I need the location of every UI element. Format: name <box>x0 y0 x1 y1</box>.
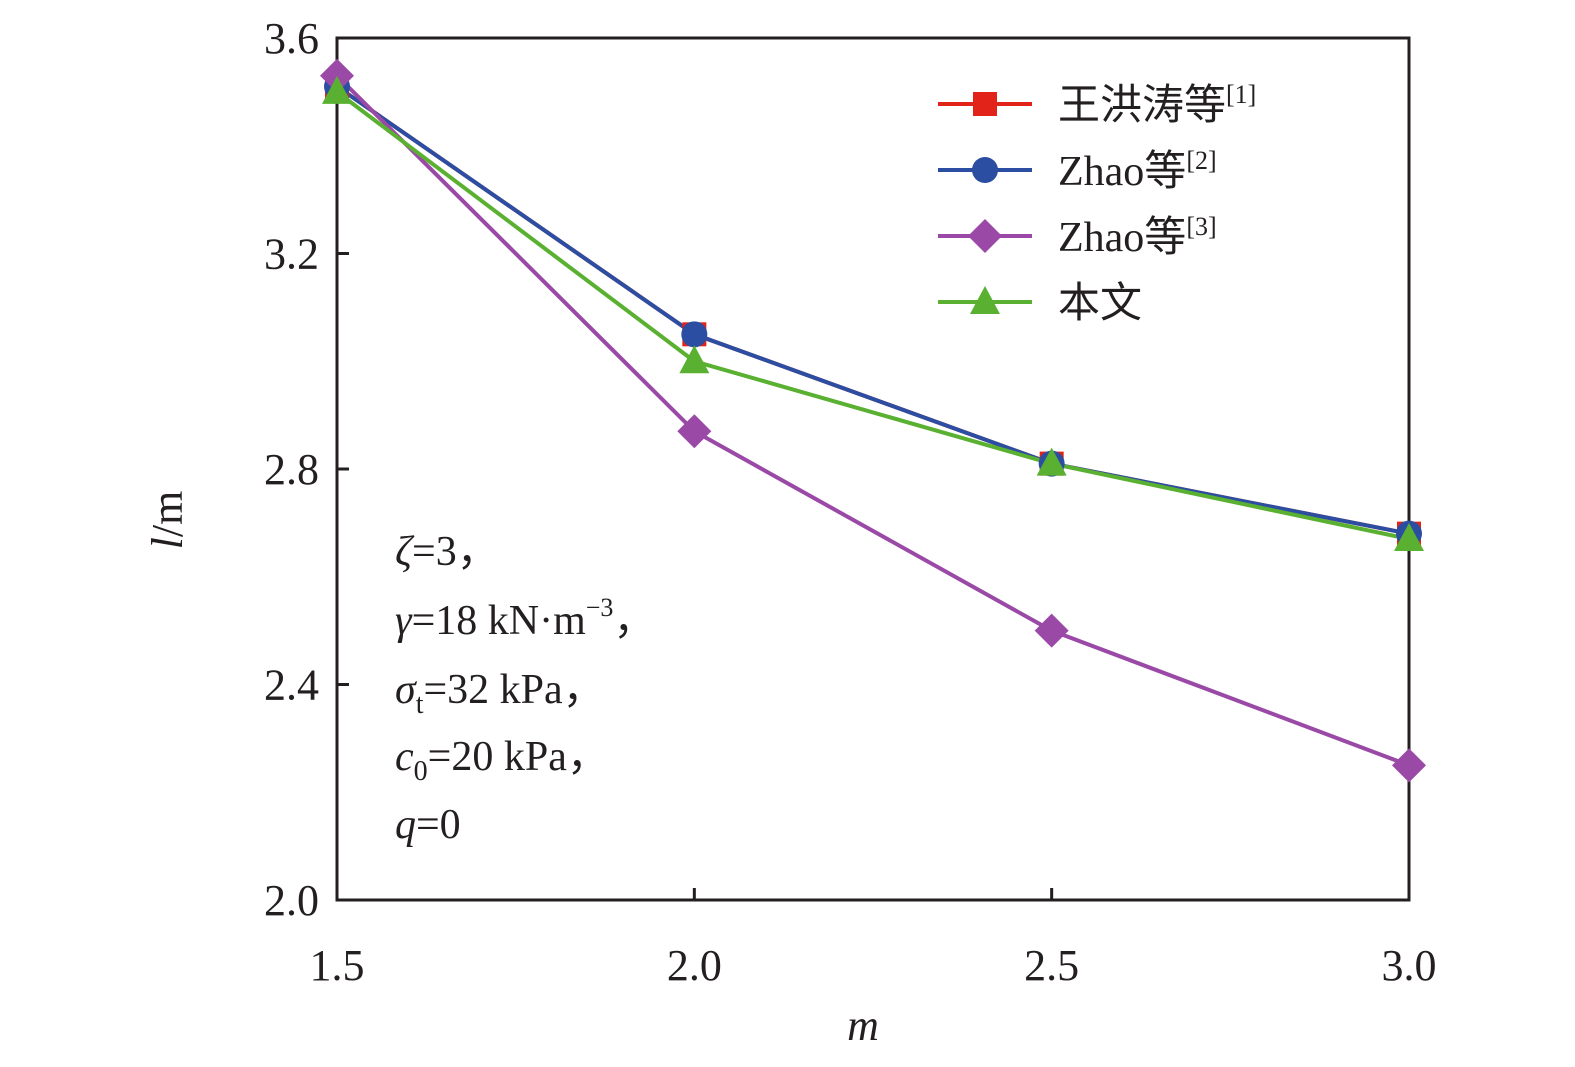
y-axis-unit: /m <box>143 491 192 537</box>
legend: 王洪涛等[1] Zhao等[2] Zhao等[3] 本文 <box>938 80 1256 327</box>
param-zeta: ζ=3， <box>395 529 499 575</box>
x-tick-label: 2.0 <box>667 941 722 990</box>
axis-ticks <box>335 36 1411 902</box>
series-markers <box>320 58 1426 783</box>
series-line-4 <box>335 90 1410 541</box>
series-2-point <box>681 321 708 348</box>
x-tick-label: 1.5 <box>310 941 365 990</box>
series-3-point <box>1034 613 1069 648</box>
series-line-3 <box>335 74 1410 768</box>
legend-marker-4 <box>970 286 1000 314</box>
series-line-1 <box>335 84 1410 536</box>
legend-label-3: Zhao等[3] <box>1058 212 1217 261</box>
y-axis-var: l <box>143 537 192 549</box>
legend-label-1: 王洪涛等[1] <box>1058 80 1256 129</box>
y-tick-label: 2.8 <box>264 445 319 494</box>
legend-label-2: Zhao等[2] <box>1058 146 1217 195</box>
y-tick-label: 2.4 <box>264 661 319 710</box>
x-axis-title: m <box>847 1001 879 1050</box>
tick-labels: 2.0 2.4 2.8 3.2 3.6 1.5 2.0 2.5 3.0 <box>264 14 1437 990</box>
legend-label-4: 本文 <box>1058 280 1142 327</box>
y-axis-title: l/m <box>143 491 192 550</box>
series-3-point <box>677 414 712 449</box>
x-tick-label: 2.5 <box>1024 941 1079 990</box>
param-q: q=0 <box>395 802 461 848</box>
series-4-point <box>322 75 352 104</box>
legend-marker-3 <box>968 219 1002 253</box>
parameter-annotations: ζ=3， γ=18 kN·m−3， σt=32 kPa， c0=20 kPa， … <box>395 529 655 848</box>
y-tick-label: 3.6 <box>264 14 319 63</box>
param-sigma: σt=32 kPa， <box>395 667 605 720</box>
series-3-point <box>1392 748 1426 783</box>
series-4-point <box>1036 447 1067 476</box>
param-gamma: γ=18 kN·m−3， <box>395 593 655 644</box>
series-3-point <box>320 58 354 93</box>
y-tick-label: 3.2 <box>264 230 319 279</box>
legend-marker-1 <box>973 92 997 116</box>
y-tick-label: 2.0 <box>264 876 319 925</box>
series-lines <box>335 74 1410 768</box>
series-4-point <box>679 345 710 374</box>
x-tick-label: 3.0 <box>1382 941 1437 990</box>
series-line-2 <box>335 84 1410 536</box>
series-4-point <box>1394 523 1424 552</box>
param-c0: c0=20 kPa， <box>395 734 609 787</box>
legend-marker-2 <box>972 157 998 183</box>
